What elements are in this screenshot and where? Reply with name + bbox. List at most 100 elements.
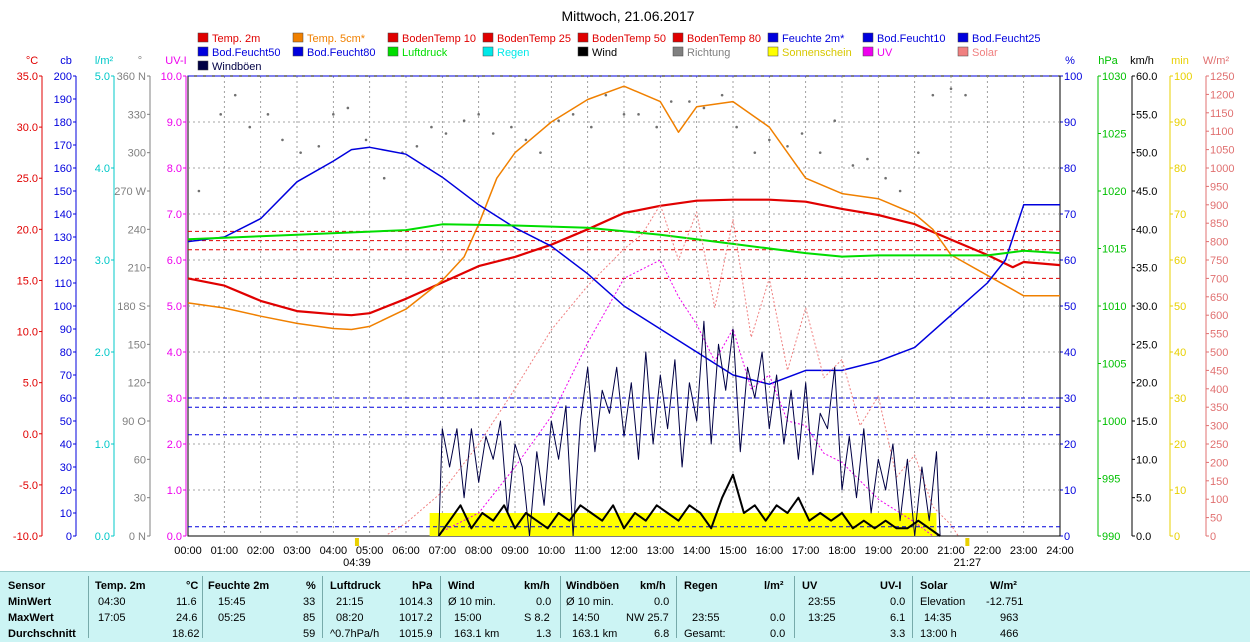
x-tick-label: 13:00 bbox=[647, 545, 675, 557]
direction-dot bbox=[281, 138, 284, 142]
axis-tick-label-solar: 750 bbox=[1210, 255, 1228, 267]
legend-label: Windböen bbox=[212, 61, 262, 73]
axis-tick-label-dir: 300 bbox=[128, 148, 146, 160]
x-tick-label: 10:00 bbox=[538, 545, 566, 557]
legend-swatch bbox=[482, 32, 494, 43]
stats-wind-header: Wind bbox=[448, 580, 475, 592]
stats-wind-max-val: S 8.2 bbox=[524, 612, 550, 624]
direction-dot bbox=[866, 157, 869, 161]
legend-label: BodenTemp 25 bbox=[497, 33, 571, 45]
legend-swatch bbox=[672, 32, 684, 43]
axis-tick-label-uvi: 7.0 bbox=[167, 209, 182, 221]
stats-solar-min-label: Elevation bbox=[920, 596, 966, 608]
stats-uv-avg-val: 3.3 bbox=[890, 628, 906, 640]
series-line-wind bbox=[437, 473, 941, 537]
x-tick-label: 19:00 bbox=[865, 545, 893, 557]
axis-tick-label-wind: 20.0 bbox=[1136, 378, 1157, 390]
series-line-windb-en bbox=[438, 320, 941, 537]
legend: Temp. 2m Temp. 5cm* BodenTemp 10 BodenTemp … bbox=[197, 32, 1041, 73]
axis-tick-label-uvi: 0.0 bbox=[167, 531, 182, 543]
weather-chart: Mittwoch, 21.06.2017 Temp. 2m Temp. 5cm* B… bbox=[13, 8, 1235, 569]
stats-hum-max-time: 05:25 bbox=[218, 612, 246, 624]
axis-tick-label-pressure: 1030 bbox=[1102, 71, 1126, 83]
x-tick-label: 08:00 bbox=[465, 545, 493, 557]
stats-wind-min-label: Ø 10 min. bbox=[448, 596, 496, 608]
legend-swatch bbox=[672, 46, 684, 57]
direction-dot bbox=[332, 113, 335, 116]
axes: °C 35.0 30.0 25.0 20.0 15.0 10.0 5.0 0.0 -5.0 -10.… bbox=[13, 55, 1235, 543]
direction-dot bbox=[197, 189, 201, 193]
axis-tick-label-humidity: 60 bbox=[1064, 255, 1076, 267]
stats-temp-min-time: 04:30 bbox=[98, 596, 126, 608]
axis-unit-rain: l/m² bbox=[95, 55, 114, 67]
x-tick-label: 11:00 bbox=[574, 545, 601, 557]
axis-tick-label-dir: 90 O bbox=[122, 416, 146, 428]
legend-swatch bbox=[862, 46, 874, 57]
axis-tick-label-uvi: 8.0 bbox=[167, 163, 182, 175]
axis-tick-label-wind: 5.0 bbox=[1136, 493, 1151, 505]
axis-tick-label-pressure: 1000 bbox=[1102, 416, 1126, 428]
chart-title: Mittwoch, 21.06.2017 bbox=[561, 8, 694, 24]
legend-swatch bbox=[387, 46, 399, 57]
legend-swatch bbox=[482, 46, 494, 57]
direction-dot bbox=[688, 100, 691, 103]
axis-tick-label-cb: 50 bbox=[60, 416, 72, 428]
legend-label: Bod.Feucht50 bbox=[212, 47, 281, 59]
axis-tick-label-dir: 60 bbox=[134, 454, 146, 466]
axis-tick-label-uvi: 10.0 bbox=[161, 71, 182, 83]
axis-tick-label-humidity: 80 bbox=[1064, 163, 1076, 175]
axis-tick-label-cb: 90 bbox=[60, 324, 72, 336]
legend-label: Temp. 5cm* bbox=[307, 33, 366, 45]
axis-tick-label-solar: 850 bbox=[1210, 218, 1228, 230]
direction-dot bbox=[364, 138, 368, 142]
axis-tick-label-pressure: 1020 bbox=[1102, 186, 1126, 198]
axis-tick-label-cb: 100 bbox=[54, 301, 72, 313]
axis-tick-label-pressure: 1015 bbox=[1102, 244, 1126, 256]
axis-tick-label-dir: 120 bbox=[128, 378, 146, 390]
stats-wind-unit: km/h bbox=[524, 580, 550, 592]
axis-tick-label-solar: 100 bbox=[1210, 494, 1228, 506]
stats-hum-min-val: 33 bbox=[303, 596, 316, 608]
axis-tick-label-cb: 190 bbox=[54, 94, 72, 106]
axis-tick-label-uvi: 6.0 bbox=[167, 255, 182, 267]
axis-tick-label-uvi: 1.0 bbox=[167, 485, 182, 497]
x-tick-label: 09:00 bbox=[501, 545, 529, 557]
direction-dot bbox=[444, 132, 448, 135]
legend-swatch bbox=[292, 32, 304, 43]
axis-tick-label-solar: 1200 bbox=[1210, 89, 1234, 101]
direction-dot bbox=[786, 144, 789, 148]
axis-tick-label-pressure: 995 bbox=[1102, 474, 1120, 486]
axis-tick-label-solar: 550 bbox=[1210, 329, 1228, 341]
axis-tick-label-wind: 50.0 bbox=[1136, 148, 1157, 160]
direction-dot bbox=[590, 125, 593, 129]
stats-gust-max-time: 14:50 bbox=[572, 612, 600, 624]
direction-dot bbox=[346, 106, 350, 110]
axis-tick-label-dir: 240 bbox=[128, 224, 146, 236]
axis-tick-label-cb: 70 bbox=[60, 370, 72, 382]
direction-dot bbox=[317, 144, 321, 148]
stats-press-unit: hPa bbox=[412, 580, 433, 592]
axis-tick-label-minutes: 100 bbox=[1174, 71, 1192, 83]
stats-gust-avg-val: 6.8 bbox=[654, 628, 670, 640]
legend-label: Bod.Feucht80 bbox=[307, 47, 376, 59]
axis-tick-label-minutes: 70 bbox=[1174, 209, 1186, 221]
x-tick-label: 15:00 bbox=[719, 545, 747, 557]
direction-dot bbox=[462, 119, 466, 123]
stats-press-min-val: 1014.3 bbox=[399, 596, 433, 608]
direction-dot bbox=[477, 113, 480, 116]
axis-tick-label-cb: 170 bbox=[54, 140, 72, 152]
axis-tick-label-uvi: 2.0 bbox=[167, 439, 182, 451]
direction-dot bbox=[491, 132, 495, 135]
stats-rain-unit: l/m² bbox=[764, 580, 784, 592]
axis-tick-label-wind: 15.0 bbox=[1136, 416, 1157, 428]
legend-label: Wind bbox=[592, 47, 617, 59]
x-tick-label: 02:00 bbox=[247, 545, 275, 557]
series-line-temp-2m bbox=[187, 198, 1061, 317]
axis-tick-label-cb: 120 bbox=[54, 255, 72, 267]
axis-tick-label-rain: 0.0 bbox=[95, 531, 110, 543]
axis-tick-label-minutes: 0 bbox=[1174, 531, 1180, 543]
stats-temp-max-val: 24.6 bbox=[176, 612, 198, 624]
direction-dot bbox=[415, 144, 419, 148]
axis-tick-label-solar: 350 bbox=[1210, 402, 1228, 414]
